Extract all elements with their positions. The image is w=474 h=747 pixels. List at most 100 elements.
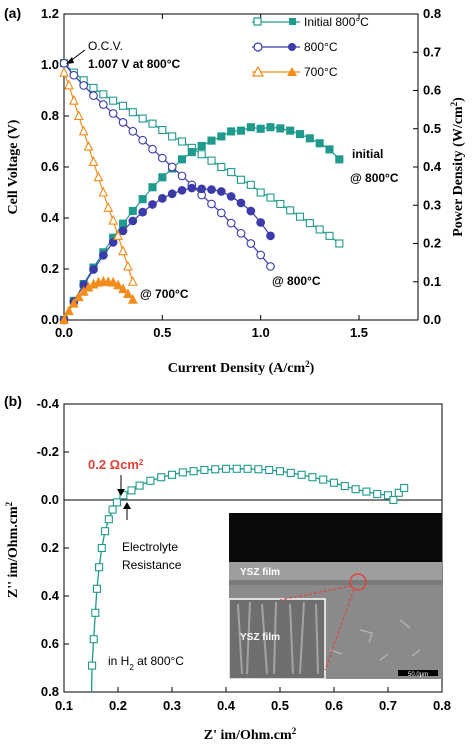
data-point bbox=[135, 481, 144, 490]
data-point bbox=[335, 239, 344, 248]
data-point bbox=[325, 231, 334, 240]
data-point bbox=[319, 475, 328, 484]
data-point bbox=[127, 486, 136, 495]
data-point bbox=[276, 199, 285, 209]
data-point bbox=[335, 155, 344, 164]
x-tick-label: 1.0 bbox=[252, 325, 270, 340]
data-point bbox=[59, 58, 69, 68]
data-point bbox=[73, 110, 84, 121]
zoom-connector-bottom bbox=[324, 588, 355, 671]
electrolyte-label: Electrolyte bbox=[122, 540, 178, 554]
data-point bbox=[266, 123, 275, 132]
x-tick-label: 0.5 bbox=[271, 698, 289, 713]
scale-bar-bg bbox=[398, 670, 438, 676]
y-tick-label: -0.2 bbox=[37, 444, 59, 459]
data-point bbox=[138, 195, 147, 204]
data-point bbox=[138, 114, 147, 123]
data-point bbox=[78, 125, 89, 136]
series-line bbox=[63, 187, 271, 321]
data-point bbox=[400, 483, 409, 493]
data-point bbox=[246, 206, 256, 216]
data-point bbox=[73, 291, 84, 302]
panel-a: (a) 0.0 0.5 1.0 1.50.00.20.40.60.81.01.20.0… bbox=[4, 5, 466, 376]
x-tick-label: 1.5 bbox=[350, 325, 368, 340]
data-point bbox=[177, 137, 187, 146]
legend-marker-open bbox=[253, 17, 262, 26]
sem-film-layer bbox=[229, 562, 442, 580]
x-tick-label: 0.7 bbox=[379, 698, 397, 713]
data-point bbox=[286, 206, 295, 215]
x-tick-label: 0.0 bbox=[55, 325, 73, 340]
data-point bbox=[59, 314, 69, 325]
sem-inset: YSZ film YSZ film 50.0µm bbox=[228, 513, 442, 680]
data-point bbox=[226, 192, 236, 201]
data-point bbox=[216, 187, 226, 196]
data-point bbox=[104, 515, 113, 524]
data-point bbox=[236, 228, 246, 238]
data-point bbox=[207, 199, 216, 209]
panel-a-x-title: Current Density (A/cm2) bbox=[168, 359, 315, 376]
data-point bbox=[207, 136, 216, 145]
data-point bbox=[157, 194, 167, 203]
data-point bbox=[325, 145, 334, 154]
data-point bbox=[138, 135, 148, 145]
y-tick-label: 0.8 bbox=[41, 684, 59, 699]
data-point bbox=[315, 139, 324, 148]
data-point bbox=[187, 183, 197, 193]
data-point bbox=[197, 141, 206, 151]
data-point bbox=[148, 144, 157, 154]
y-tick-label: 0.6 bbox=[41, 636, 59, 651]
resistance-value-label: 0.2 Ωcm2 bbox=[88, 457, 144, 472]
data-point bbox=[308, 473, 317, 482]
data-point bbox=[127, 293, 138, 304]
data-point bbox=[351, 485, 360, 494]
label-700: @ 700°C bbox=[140, 287, 189, 301]
ocv-value: 1.007 V at 800°C bbox=[88, 57, 181, 71]
data-point bbox=[157, 153, 167, 163]
y-tick-label: 0.0 bbox=[41, 492, 59, 507]
data-point bbox=[108, 214, 119, 225]
y-tick-label: 0.4 bbox=[41, 210, 60, 225]
data-point bbox=[362, 487, 371, 496]
y-tick-label: 0.6 bbox=[41, 159, 59, 174]
data-point bbox=[91, 608, 100, 617]
resistance-arrowhead-up bbox=[123, 502, 131, 509]
data-point bbox=[95, 563, 104, 572]
data-point bbox=[108, 505, 117, 514]
data-point bbox=[97, 543, 106, 553]
x-tick-label: 0.6 bbox=[325, 698, 343, 713]
data-point bbox=[197, 184, 207, 194]
data-point bbox=[394, 488, 403, 497]
sem-zoom-texture bbox=[237, 601, 319, 675]
data-point bbox=[243, 464, 252, 473]
data-point bbox=[93, 171, 104, 182]
data-point bbox=[118, 118, 128, 127]
data-point bbox=[197, 150, 206, 159]
data-point bbox=[148, 119, 157, 128]
data-point bbox=[256, 218, 266, 227]
panel-b-label: (b) bbox=[4, 393, 22, 409]
y2-tick-label: 0.2 bbox=[423, 236, 441, 251]
legend-marker-open bbox=[253, 42, 263, 52]
label-800: @ 800°C bbox=[272, 274, 321, 288]
data-point bbox=[246, 180, 255, 189]
data-point bbox=[89, 635, 98, 644]
data-point bbox=[276, 124, 285, 133]
data-point bbox=[177, 155, 187, 164]
data-point bbox=[256, 188, 265, 197]
data-point bbox=[68, 297, 79, 308]
data-point bbox=[246, 239, 256, 248]
data-point bbox=[123, 260, 133, 271]
data-point bbox=[305, 134, 314, 143]
series-line bbox=[90, 468, 405, 693]
data-point bbox=[266, 231, 275, 241]
data-point bbox=[128, 126, 138, 136]
panel-a-label: (a) bbox=[4, 5, 21, 21]
y-tick-label: 0.2 bbox=[41, 540, 59, 555]
data-point bbox=[221, 464, 231, 473]
data-point bbox=[305, 219, 314, 228]
data-point bbox=[189, 467, 198, 476]
resistance-label: Resistance bbox=[122, 558, 182, 572]
data-point bbox=[266, 193, 275, 202]
data-point bbox=[227, 168, 236, 177]
